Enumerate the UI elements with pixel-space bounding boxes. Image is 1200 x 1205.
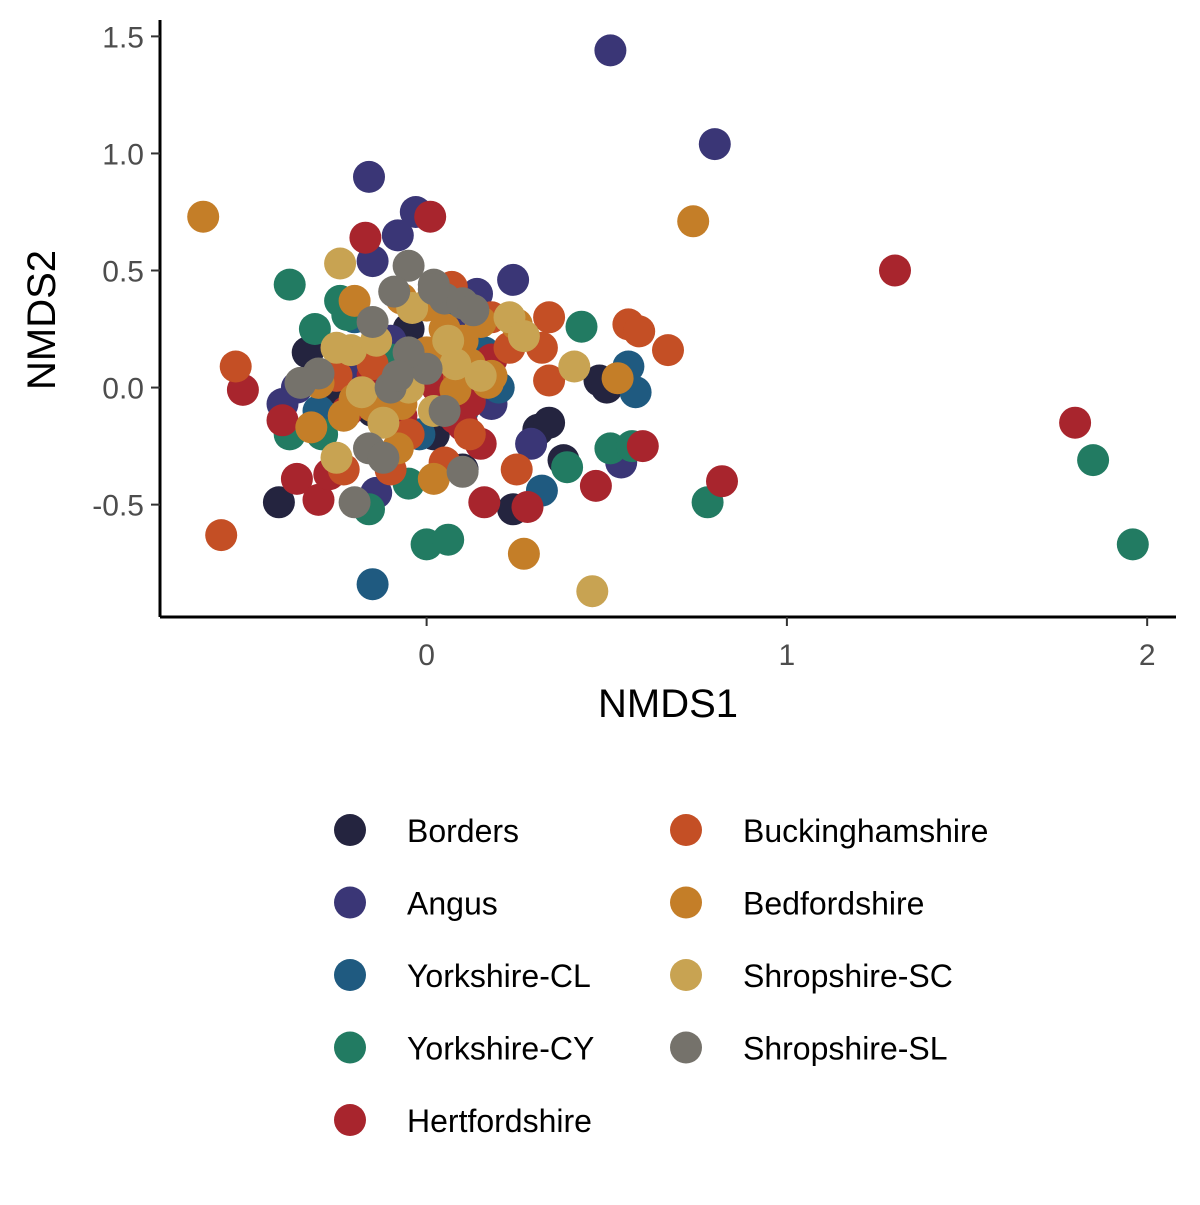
legend-label-yorkshire-cl: Yorkshire-CL (407, 958, 591, 994)
point-buckinghamshire-14 (453, 418, 486, 451)
point-buckinghamshire-7 (652, 334, 684, 367)
legend-key-hertfordshire (334, 1104, 366, 1136)
point-yorkshire-cy-9 (273, 268, 306, 301)
point-shropshire-sl-1 (446, 455, 479, 488)
point-bedfordshire-0 (187, 200, 220, 233)
legend-label-yorkshire-cy: Yorkshire-CY (407, 1031, 594, 1067)
point-shropshire-sl-3 (367, 441, 400, 474)
legend-key-bedfordshire (670, 886, 702, 919)
point-angus-4 (381, 219, 414, 252)
point-buckinghamshire-2 (533, 301, 566, 334)
x-axis-title: NMDS1 (598, 682, 738, 726)
point-hertfordshire-11 (266, 404, 299, 437)
y-tick-label: -0.5 (92, 490, 144, 523)
y-tick-label: 0.0 (102, 373, 144, 406)
x-tick-label: 2 (1139, 639, 1156, 672)
point-hertfordshire-0 (879, 254, 911, 287)
point-angus-1 (698, 128, 731, 161)
point-shropshire-sc-9 (320, 441, 353, 474)
point-shropshire-sc-7 (320, 331, 353, 364)
point-shropshire-sc-14 (439, 348, 472, 381)
point-shropshire-sc-1 (558, 350, 591, 383)
point-shropshire-sl-4 (392, 249, 425, 282)
point-shropshire-sl-18 (428, 395, 461, 427)
point-shropshire-sl-9 (457, 294, 490, 327)
legend-label-bedfordshire: Bedfordshire (743, 886, 924, 922)
legend-key-borders (334, 814, 366, 846)
axes: 0 1 2 -0.5 0.0 0.5 1.0 1.5 (92, 20, 1176, 672)
point-yorkshire-cy-1 (1077, 444, 1110, 477)
point-shropshire-sc-15 (345, 376, 378, 409)
point-shropshire-sl-12 (284, 366, 317, 399)
point-angus-0 (594, 34, 627, 67)
point-hertfordshire-5 (511, 491, 544, 523)
point-buckinghamshire-0 (205, 519, 238, 552)
legend-key-yorkshire-cy (334, 1031, 366, 1064)
legend-label-hertfordshire: Hertfordshire (407, 1103, 592, 1139)
point-buckinghamshire-8 (500, 453, 533, 486)
point-borders-7 (262, 486, 295, 519)
point-hertfordshire-1 (1059, 406, 1092, 439)
point-bedfordshire-7 (327, 399, 360, 432)
legend-label-angus: Angus (407, 886, 498, 922)
point-buckinghamshire-6 (623, 315, 656, 348)
legend-key-angus (334, 886, 366, 919)
legend-label-shropshire-sl: Shropshire-SL (743, 1031, 948, 1067)
point-hertfordshire-13 (302, 483, 335, 516)
point-shropshire-sl-5 (378, 275, 411, 308)
point-hertfordshire-4 (579, 469, 612, 502)
legend: Borders Angus Yorkshire-CL Yorkshire-CY Hert… (334, 813, 988, 1139)
point-angus-2 (353, 160, 385, 193)
point-shropshire-sl-17 (381, 359, 414, 392)
legend-label-buckinghamshire: Buckinghamshire (743, 813, 988, 849)
point-shropshire-sc-4 (324, 247, 357, 280)
point-hertfordshire-6 (468, 486, 501, 519)
x-tick-label: 0 (418, 639, 435, 672)
point-hertfordshire-3 (626, 430, 659, 463)
legend-key-buckinghamshire (670, 814, 702, 846)
point-bedfordshire-17 (601, 362, 634, 395)
point-hertfordshire-9 (349, 221, 382, 254)
y-tick-label: 1.5 (102, 21, 144, 54)
legend-label-borders: Borders (407, 813, 519, 849)
legend-key-yorkshire-cl (334, 959, 366, 991)
point-hertfordshire-8 (414, 200, 447, 233)
point-bedfordshire-2 (507, 537, 540, 570)
point-hertfordshire-2 (706, 465, 738, 498)
y-axis-title: NMDS2 (20, 250, 64, 390)
y-tick-label: 1.0 (102, 138, 144, 171)
point-shropshire-sl-0 (338, 486, 371, 519)
point-bedfordshire-9 (338, 284, 371, 317)
point-yorkshire-cy-8 (551, 451, 584, 484)
point-shropshire-sc-0 (576, 575, 609, 608)
point-borders-10 (533, 406, 566, 439)
point-bedfordshire-6 (295, 411, 328, 444)
point-shropshire-sc-3 (507, 320, 540, 353)
point-yorkshire-cy-5 (565, 310, 598, 343)
points-layer (187, 34, 1149, 608)
point-yorkshire-cy-4 (432, 523, 465, 556)
point-buckinghamshire-4 (533, 364, 566, 397)
point-bedfordshire-3 (417, 462, 450, 495)
point-hertfordshire-12 (280, 462, 313, 495)
point-bedfordshire-1 (677, 205, 710, 238)
y-tick-label: 0.5 (102, 256, 144, 289)
point-angus-12 (515, 427, 548, 460)
point-shropshire-sl-16 (417, 273, 450, 306)
point-shropshire-sc-8 (367, 406, 400, 439)
legend-label-shropshire-sc: Shropshire-SC (743, 958, 953, 994)
legend-key-shropshire-sl (670, 1031, 702, 1064)
point-yorkshire-cy-0 (1116, 528, 1149, 561)
point-shropshire-sl-10 (356, 306, 389, 338)
point-yorkshire-cy-10 (298, 313, 331, 345)
legend-key-shropshire-sc (670, 959, 702, 991)
point-angus-6 (497, 263, 530, 296)
x-tick-label: 1 (779, 639, 796, 672)
point-shropshire-sc-12 (464, 359, 497, 392)
point-buckinghamshire-1 (219, 350, 252, 383)
point-yorkshire-cl-3 (356, 568, 389, 601)
